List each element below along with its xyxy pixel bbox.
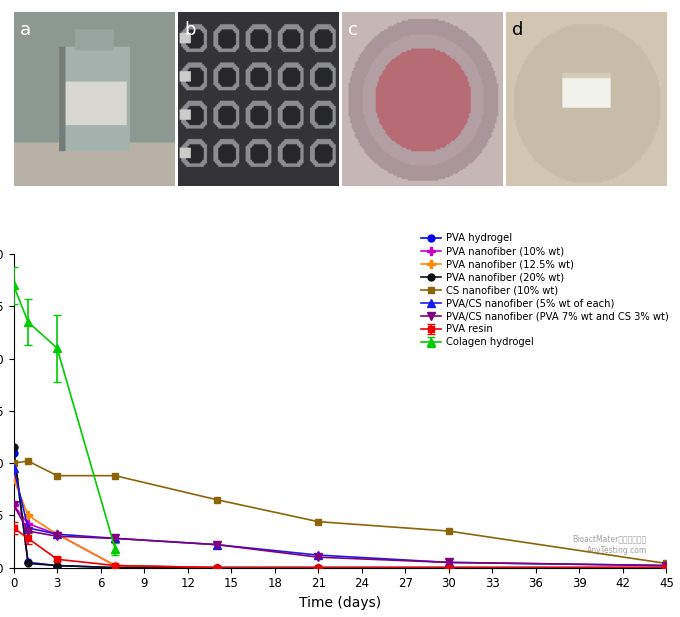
PVA/CS nanofiber (5% wt of each) <box>445 559 453 566</box>
PVA/CS nanofiber (PVA 7% wt and CS 3% wt) <box>111 535 119 542</box>
Line: PVA/CS nanofiber (PVA 7% wt and CS 3% wt): PVA/CS nanofiber (PVA 7% wt and CS 3% wt… <box>10 501 670 569</box>
PVA nanofiber (20% wt) <box>213 564 221 571</box>
PVA nanofiber (20% wt) <box>662 564 670 571</box>
CS nanofiber (10% wt) <box>24 457 32 465</box>
PVA nanofiber (20% wt) <box>53 562 61 569</box>
Legend: PVA hydrogel, PVA nanofiber (10% wt), PVA nanofiber (12.5% wt), PVA nanofiber (2: PVA hydrogel, PVA nanofiber (10% wt), PV… <box>417 229 673 351</box>
PVA/CS nanofiber (5% wt of each) <box>10 465 18 472</box>
CS nanofiber (10% wt) <box>213 496 221 503</box>
PVA hydrogel <box>662 564 670 571</box>
Text: c: c <box>348 21 358 39</box>
PVA nanofiber (10% wt) <box>111 562 119 569</box>
PVA/CS nanofiber (5% wt of each) <box>53 531 61 538</box>
CS nanofiber (10% wt) <box>111 472 119 479</box>
PVA hydrogel <box>111 564 119 571</box>
Text: d: d <box>512 21 524 39</box>
PVA hydrogel <box>10 449 18 457</box>
PVA/CS nanofiber (PVA 7% wt and CS 3% wt) <box>53 532 61 540</box>
PVA/CS nanofiber (PVA 7% wt and CS 3% wt) <box>10 501 18 508</box>
PVA/CS nanofiber (PVA 7% wt and CS 3% wt) <box>314 553 322 561</box>
PVA nanofiber (10% wt) <box>213 564 221 571</box>
CS nanofiber (10% wt) <box>445 528 453 535</box>
CS nanofiber (10% wt) <box>10 460 18 467</box>
PVA/CS nanofiber (PVA 7% wt and CS 3% wt) <box>445 559 453 566</box>
Text: BioactMater生物活性材料
AnyTesting.com: BioactMater生物活性材料 AnyTesting.com <box>573 534 647 555</box>
PVA nanofiber (12.5% wt) <box>314 564 322 571</box>
PVA/CS nanofiber (PVA 7% wt and CS 3% wt) <box>662 562 670 569</box>
Text: a: a <box>20 21 31 39</box>
Line: PVA hydrogel: PVA hydrogel <box>10 449 670 571</box>
PVA/CS nanofiber (PVA 7% wt and CS 3% wt) <box>24 528 32 535</box>
PVA nanofiber (12.5% wt) <box>445 564 453 571</box>
PVA nanofiber (10% wt) <box>24 520 32 528</box>
Text: b: b <box>184 21 196 39</box>
PVA nanofiber (12.5% wt) <box>24 511 32 519</box>
PVA nanofiber (20% wt) <box>111 564 119 571</box>
PVA hydrogel <box>24 559 32 566</box>
CS nanofiber (10% wt) <box>314 518 322 525</box>
PVA nanofiber (12.5% wt) <box>53 531 61 538</box>
Line: PVA/CS nanofiber (5% wt of each): PVA/CS nanofiber (5% wt of each) <box>10 464 670 569</box>
PVA hydrogel <box>445 564 453 571</box>
PVA/CS nanofiber (PVA 7% wt and CS 3% wt) <box>213 541 221 549</box>
PVA hydrogel <box>53 562 61 569</box>
PVA hydrogel <box>314 564 322 571</box>
CS nanofiber (10% wt) <box>662 560 670 567</box>
PVA/CS nanofiber (5% wt of each) <box>314 552 322 559</box>
PVA nanofiber (20% wt) <box>445 564 453 571</box>
PVA/CS nanofiber (5% wt of each) <box>24 524 32 532</box>
PVA/CS nanofiber (5% wt of each) <box>111 535 119 542</box>
PVA nanofiber (12.5% wt) <box>10 475 18 482</box>
Line: CS nanofiber (10% wt): CS nanofiber (10% wt) <box>10 458 670 567</box>
PVA/CS nanofiber (5% wt of each) <box>213 541 221 549</box>
PVA nanofiber (10% wt) <box>53 531 61 538</box>
PVA nanofiber (10% wt) <box>662 564 670 571</box>
PVA nanofiber (10% wt) <box>10 501 18 508</box>
Line: PVA nanofiber (12.5% wt): PVA nanofiber (12.5% wt) <box>10 474 670 572</box>
PVA nanofiber (20% wt) <box>24 560 32 567</box>
PVA/CS nanofiber (5% wt of each) <box>662 562 670 569</box>
PVA nanofiber (20% wt) <box>10 444 18 451</box>
PVA hydrogel <box>213 564 221 571</box>
PVA nanofiber (12.5% wt) <box>111 562 119 569</box>
PVA nanofiber (10% wt) <box>314 564 322 571</box>
PVA nanofiber (12.5% wt) <box>213 564 221 571</box>
PVA nanofiber (10% wt) <box>445 564 453 571</box>
X-axis label: Time (days): Time (days) <box>299 596 381 610</box>
PVA nanofiber (20% wt) <box>314 564 322 571</box>
Line: PVA nanofiber (10% wt): PVA nanofiber (10% wt) <box>10 501 670 572</box>
Line: PVA nanofiber (20% wt): PVA nanofiber (20% wt) <box>10 444 670 571</box>
CS nanofiber (10% wt) <box>53 472 61 479</box>
PVA nanofiber (12.5% wt) <box>662 564 670 571</box>
